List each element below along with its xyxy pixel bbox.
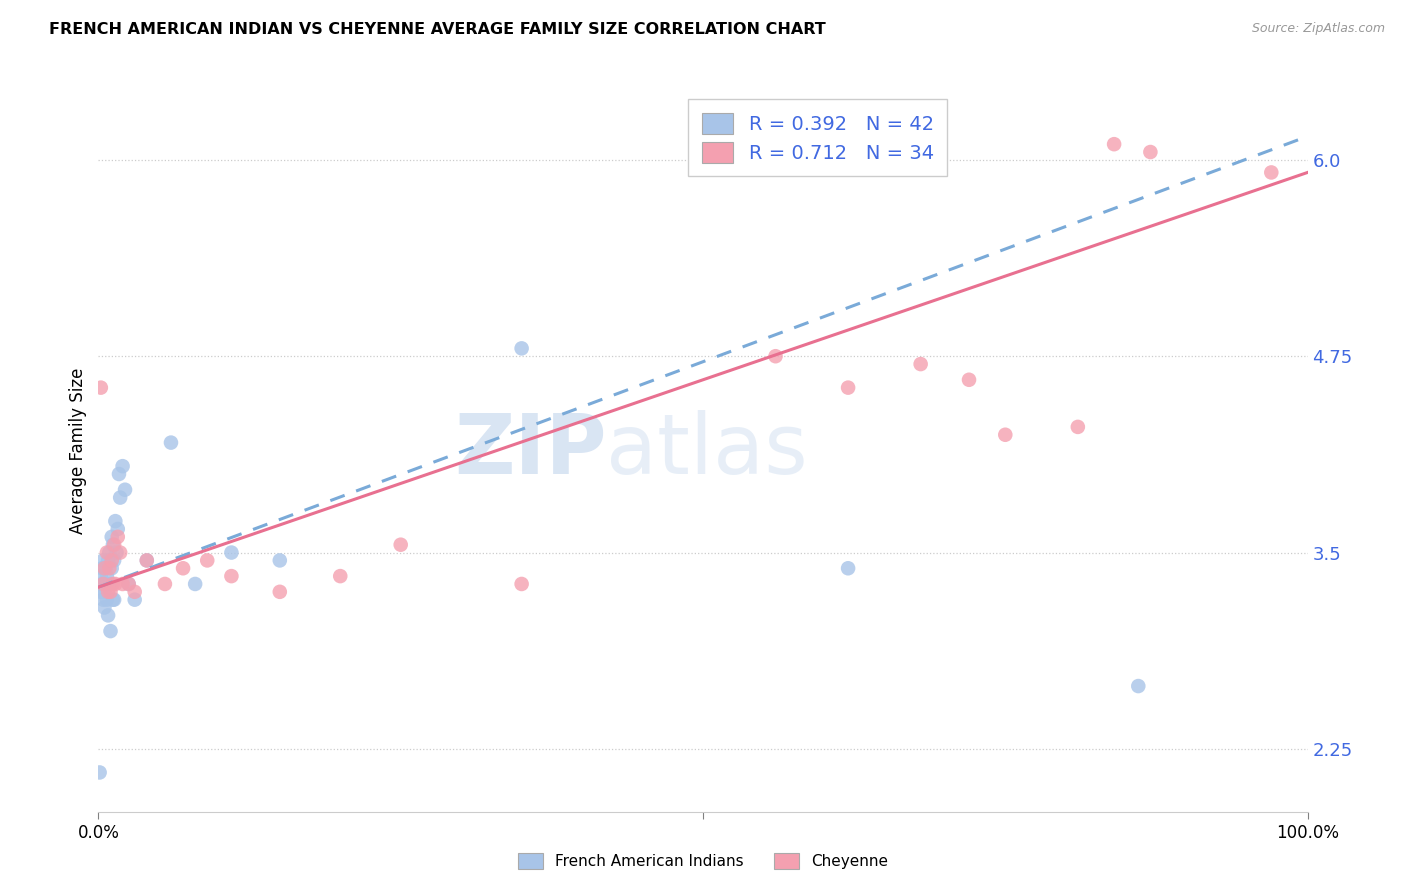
Point xyxy=(389,538,412,552)
Text: atlas: atlas xyxy=(606,410,808,491)
Point xyxy=(269,584,291,599)
Point xyxy=(105,545,128,559)
Point xyxy=(100,530,122,544)
Point xyxy=(114,483,136,497)
Point xyxy=(111,577,134,591)
Text: ZIP: ZIP xyxy=(454,410,606,491)
Point xyxy=(90,584,112,599)
Point xyxy=(111,459,134,474)
Point xyxy=(1102,137,1125,152)
Point xyxy=(100,577,122,591)
Point xyxy=(118,577,141,591)
Point xyxy=(91,553,114,567)
Point xyxy=(172,561,194,575)
Point xyxy=(107,530,129,544)
Point xyxy=(910,357,932,371)
Point xyxy=(93,561,115,575)
Point xyxy=(994,427,1017,442)
Point xyxy=(104,514,127,528)
Point xyxy=(94,577,117,591)
Point xyxy=(837,561,859,575)
Point xyxy=(153,577,176,591)
Point xyxy=(108,545,131,559)
Point xyxy=(1139,145,1161,159)
Point xyxy=(98,545,121,559)
Point xyxy=(100,553,122,567)
Point xyxy=(135,553,157,567)
Point xyxy=(101,592,124,607)
Point xyxy=(103,553,125,567)
Point xyxy=(184,577,207,591)
Point xyxy=(91,577,114,591)
Point xyxy=(104,577,127,591)
Point xyxy=(103,592,125,607)
Point xyxy=(90,381,112,395)
Point xyxy=(103,538,125,552)
Point xyxy=(98,577,121,591)
Y-axis label: Average Family Size: Average Family Size xyxy=(69,368,87,533)
Point xyxy=(957,373,980,387)
Point xyxy=(101,577,124,591)
Point xyxy=(135,553,157,567)
Point xyxy=(96,545,118,559)
Point xyxy=(765,349,787,363)
Point xyxy=(1128,679,1150,693)
Point xyxy=(1067,420,1090,434)
Point xyxy=(91,577,114,591)
Point xyxy=(124,592,146,607)
Point xyxy=(96,592,118,607)
Point xyxy=(101,538,124,552)
Point xyxy=(100,584,122,599)
Point xyxy=(269,553,291,567)
Legend: R = 0.392   N = 42, R = 0.712   N = 34: R = 0.392 N = 42, R = 0.712 N = 34 xyxy=(689,99,948,177)
Point xyxy=(124,584,146,599)
Point xyxy=(98,561,121,575)
Text: Source: ZipAtlas.com: Source: ZipAtlas.com xyxy=(1251,22,1385,36)
Point xyxy=(91,561,114,575)
Point xyxy=(100,624,122,639)
Point xyxy=(118,577,141,591)
Point xyxy=(100,561,122,575)
Point xyxy=(221,569,243,583)
Point xyxy=(108,491,131,505)
Text: FRENCH AMERICAN INDIAN VS CHEYENNE AVERAGE FAMILY SIZE CORRELATION CHART: FRENCH AMERICAN INDIAN VS CHEYENNE AVERA… xyxy=(49,22,825,37)
Point xyxy=(93,600,115,615)
Point xyxy=(107,522,129,536)
Point xyxy=(1260,165,1282,179)
Point xyxy=(89,765,111,780)
Point xyxy=(837,381,859,395)
Point xyxy=(329,569,352,583)
Point xyxy=(94,561,117,575)
Legend: French American Indians, Cheyenne: French American Indians, Cheyenne xyxy=(512,847,894,875)
Point xyxy=(97,584,120,599)
Point xyxy=(97,608,120,623)
Point xyxy=(221,545,243,559)
Point xyxy=(97,553,120,567)
Point xyxy=(108,467,131,481)
Point xyxy=(93,584,115,599)
Point xyxy=(90,569,112,583)
Point xyxy=(510,577,533,591)
Point xyxy=(510,342,533,356)
Point xyxy=(96,569,118,583)
Point xyxy=(195,553,218,567)
Point xyxy=(91,592,114,607)
Point xyxy=(160,435,183,450)
